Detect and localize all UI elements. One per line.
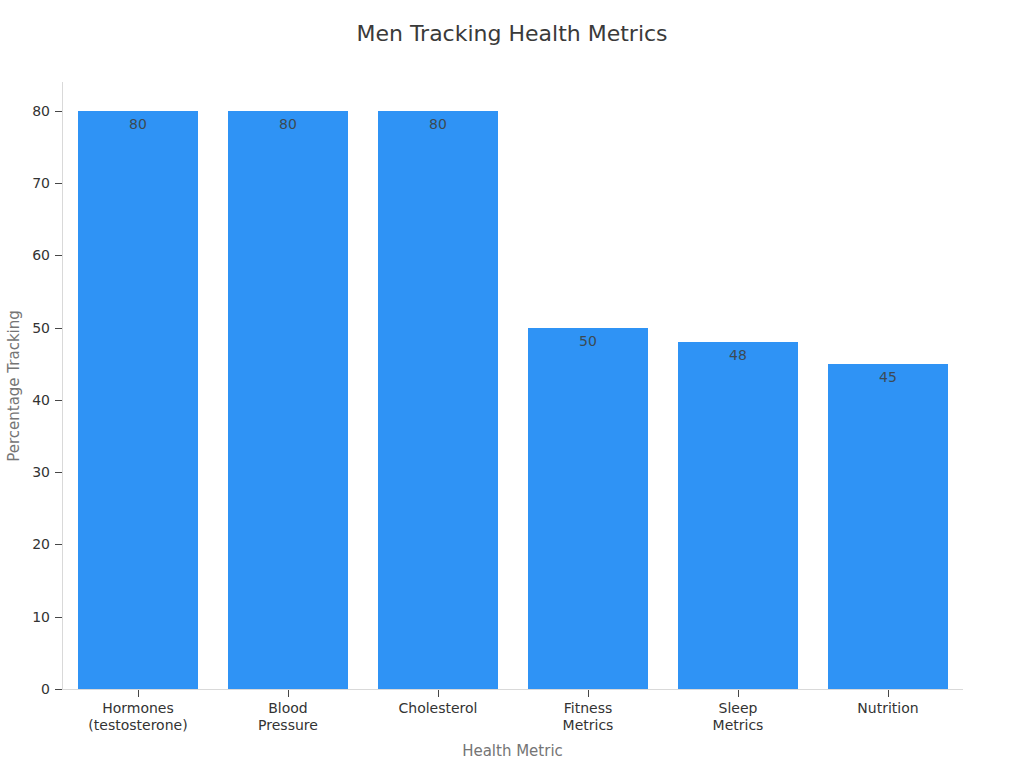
x-tick-mark [138,690,139,697]
x-tick-label: Blood Pressure [258,700,318,734]
y-tick-label: 80 [32,103,50,119]
x-tick-label: Fitness Metrics [563,700,614,734]
y-tick-mark [55,544,62,545]
y-axis-label: Percentage Tracking [5,310,23,462]
bar-value-label: 45 [828,369,948,385]
bar: 80 [78,111,198,689]
y-tick-mark [55,472,62,473]
chart-title: Men Tracking Health Metrics [0,21,1024,46]
x-axis-label: Health Metric [62,742,963,760]
y-tick-mark [55,617,62,618]
x-tick-label: Hormones (testosterone) [88,700,187,734]
bar: 48 [678,342,798,689]
y-tick-label: 20 [32,536,50,552]
x-tick-mark [888,690,889,697]
y-tick-label: 0 [41,681,50,697]
bar-value-label: 48 [678,347,798,363]
bar-value-label: 80 [78,116,198,132]
plot-area: 01020304050607080 808080504845 Hormones … [62,82,963,690]
bar-chart-figure: Men Tracking Health Metrics Percentage T… [0,0,1024,768]
bar-value-label: 80 [378,116,498,132]
y-tick-mark [55,328,62,329]
y-tick-mark [55,183,62,184]
bar-value-label: 80 [228,116,348,132]
bar: 45 [828,364,948,689]
bar-value-label: 50 [528,333,648,349]
x-tick-mark [588,690,589,697]
x-tick-mark [438,690,439,697]
y-tick-label: 10 [32,609,50,625]
y-tick-mark [55,111,62,112]
bar: 80 [378,111,498,689]
y-tick-label: 50 [32,320,50,336]
y-tick-label: 40 [32,392,50,408]
bar: 80 [228,111,348,689]
x-tick-mark [288,690,289,697]
bar: 50 [528,328,648,689]
x-tick-label: Nutrition [857,700,918,717]
x-tick-label: Sleep Metrics [713,700,764,734]
x-tick-label: Cholesterol [398,700,477,717]
x-tick-mark [738,690,739,697]
y-tick-label: 70 [32,175,50,191]
y-tick-label: 30 [32,464,50,480]
y-tick-mark [55,689,62,690]
y-tick-mark [55,400,62,401]
y-tick-mark [55,255,62,256]
y-tick-label: 60 [32,247,50,263]
